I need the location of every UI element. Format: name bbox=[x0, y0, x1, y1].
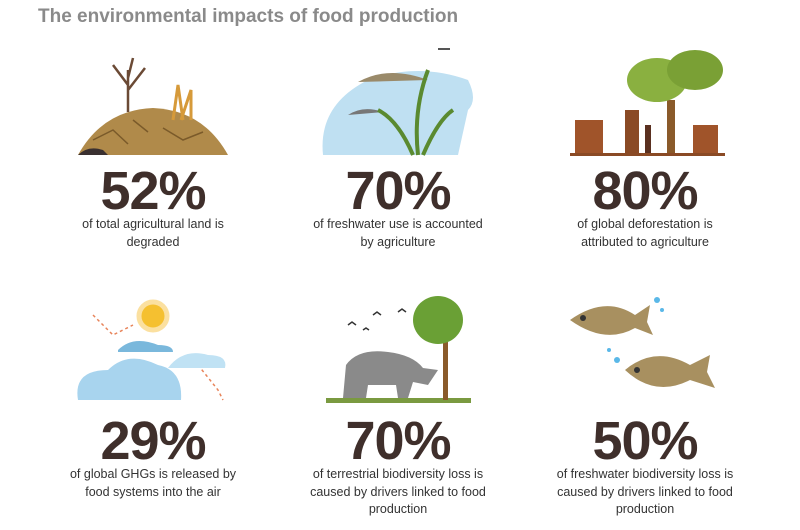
description-line: of global GHGs is released by bbox=[69, 467, 237, 481]
degraded-land-icon bbox=[78, 57, 228, 155]
description-line: caused by drivers linked to food bbox=[557, 484, 733, 499]
description-line: of freshwater biodiversity loss is bbox=[556, 467, 734, 481]
description-line: of terrestrial biodiversity loss is bbox=[312, 467, 484, 481]
item: 52% of total agricultural land is degrade… bbox=[33, 40, 273, 280]
description: of global GHGs is released by food system… bbox=[33, 466, 273, 501]
description-line: of freshwater use is accounted bbox=[313, 217, 483, 231]
description: of freshwater use is accounted by agricul… bbox=[278, 216, 518, 251]
description-line: caused by drivers linked to food bbox=[310, 484, 486, 499]
description-line: by agriculture bbox=[360, 234, 436, 249]
description-line: of global deforestation is bbox=[577, 217, 713, 231]
terrestrial-icon bbox=[326, 296, 471, 403]
item: 70% of freshwater use is accounted by agr… bbox=[278, 40, 518, 280]
description-line: production bbox=[368, 502, 428, 516]
stat: 80% bbox=[592, 161, 698, 221]
freshwater-fish-icon bbox=[570, 297, 715, 388]
item: 70% of terrestrial biodiversity loss is c… bbox=[278, 290, 518, 530]
description-line: attributed to agriculture bbox=[581, 234, 709, 249]
description: of total agricultural land is degraded bbox=[33, 216, 273, 251]
description: of global deforestation is attributed to … bbox=[525, 216, 765, 251]
item: 50% of freshwater biodiversity loss is ca… bbox=[525, 290, 765, 530]
stat: 70% bbox=[345, 411, 451, 471]
description-line: food systems into the air bbox=[85, 484, 221, 499]
description: of freshwater biodiversity loss is caused… bbox=[525, 466, 765, 519]
description: of terrestrial biodiversity loss is cause… bbox=[278, 466, 518, 519]
item: 29% of global GHGs is released by food sy… bbox=[33, 290, 273, 530]
title: The environmental impacts of food produc… bbox=[38, 6, 459, 27]
description-line: production bbox=[615, 502, 675, 516]
stat: 70% bbox=[345, 161, 451, 221]
description-line: degraded bbox=[126, 234, 180, 249]
deforestation-icon bbox=[570, 50, 725, 156]
item: 80% of global deforestation is attributed… bbox=[525, 40, 765, 280]
stat: 52% bbox=[100, 161, 206, 221]
stat: 29% bbox=[100, 411, 206, 471]
description-line: of total agricultural land is bbox=[82, 217, 224, 231]
ghg-icon bbox=[77, 299, 226, 401]
stat: 50% bbox=[592, 411, 698, 471]
freshwater-icon bbox=[322, 48, 473, 156]
